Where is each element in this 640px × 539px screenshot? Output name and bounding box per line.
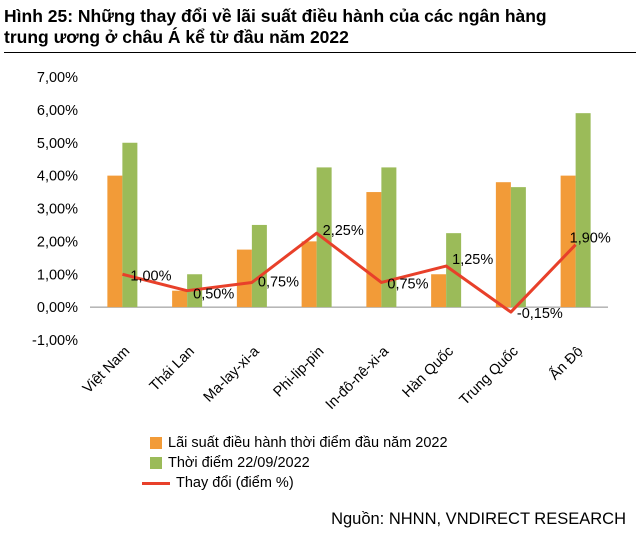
x-category-label: Trung Quốc xyxy=(457,344,522,409)
source-note: Nguồn: NHNN, VNDIRECT RESEARCH xyxy=(331,510,626,528)
y-tick-label: 6,00% xyxy=(37,103,78,119)
y-tick-label: 1,00% xyxy=(37,267,78,283)
legend-item-start-rate: Lãi suất điều hành thời điểm đầu năm 202… xyxy=(150,433,448,453)
change-data-label: 2,25% xyxy=(323,223,364,239)
x-category-label: Việt Nam xyxy=(80,344,133,397)
change-data-label: 1,00% xyxy=(130,268,171,284)
bar-current-rate xyxy=(510,187,526,308)
y-tick-label: -1,00% xyxy=(32,333,78,349)
bar-start-rate xyxy=(107,175,123,308)
bar-start-rate xyxy=(495,182,511,308)
bar-start-rate xyxy=(366,192,382,308)
legend-label-current-rate: Thời điểm 22/09/2022 xyxy=(168,455,310,471)
figure-title-line1: Hình 25: Những thay đổi về lãi suất điều… xyxy=(4,6,547,26)
x-category-label: Thái Lan xyxy=(147,344,198,395)
y-tick-label: 5,00% xyxy=(37,136,78,152)
bar-current-rate xyxy=(381,167,397,308)
bar-current-rate xyxy=(251,224,267,308)
change-data-label: 1,90% xyxy=(570,231,611,247)
change-data-label: 0,50% xyxy=(193,287,234,303)
y-tick-label: 0,00% xyxy=(37,300,78,316)
legend-item-current-rate: Thời điểm 22/09/2022 xyxy=(150,453,448,473)
y-tick-label: 3,00% xyxy=(37,202,78,218)
x-category-label: In-đô-nê-xi-a xyxy=(323,343,393,413)
bar-start-rate xyxy=(236,249,252,308)
change-line xyxy=(122,231,577,314)
bar-start-rate xyxy=(301,241,317,308)
x-category-label: Ma-lay-xi-a xyxy=(201,343,264,406)
bar-start-rate xyxy=(560,175,576,308)
x-category-label: Ấn Độ xyxy=(546,343,587,384)
legend-swatch-green xyxy=(150,457,162,469)
figure-title: Hình 25: Những thay đổi về lãi suất điều… xyxy=(4,6,634,48)
x-category-label: Hàn Quốc xyxy=(399,344,456,401)
legend: Lãi suất điều hành thời điểm đầu năm 202… xyxy=(142,433,448,493)
bar-current-rate xyxy=(122,142,138,308)
change-data-label: 0,75% xyxy=(387,276,428,292)
y-tick-label: 2,00% xyxy=(37,234,78,250)
y-tick-label: 4,00% xyxy=(37,169,78,185)
figure-title-line2: trung ương ở châu Á kể từ đầu năm 2022 xyxy=(4,27,349,47)
bar-line-chart: -1,00% 0,00% 1,00% 2,00% 3,00% 4,00% 5,00% 6,00… xyxy=(32,70,611,413)
legend-item-change: Thay đổi (điểm %) xyxy=(142,473,448,493)
x-category-label: Phi-lip-pin xyxy=(271,344,328,401)
change-data-label: 0,75% xyxy=(258,274,299,290)
y-tick-label: 7,00% xyxy=(37,70,78,86)
bar-current-rate xyxy=(575,113,591,308)
change-data-label: 1,25% xyxy=(452,252,493,268)
change-data-label: -0,15% xyxy=(517,306,563,322)
legend-label-change: Thay đổi (điểm %) xyxy=(176,475,294,491)
title-underline xyxy=(4,52,636,53)
legend-swatch-orange xyxy=(150,437,162,449)
legend-swatch-red-line xyxy=(142,481,170,485)
bar-start-rate xyxy=(431,274,447,308)
legend-label-start-rate: Lãi suất điều hành thời điểm đầu năm 202… xyxy=(168,435,448,451)
bar-start-rate xyxy=(172,290,188,308)
